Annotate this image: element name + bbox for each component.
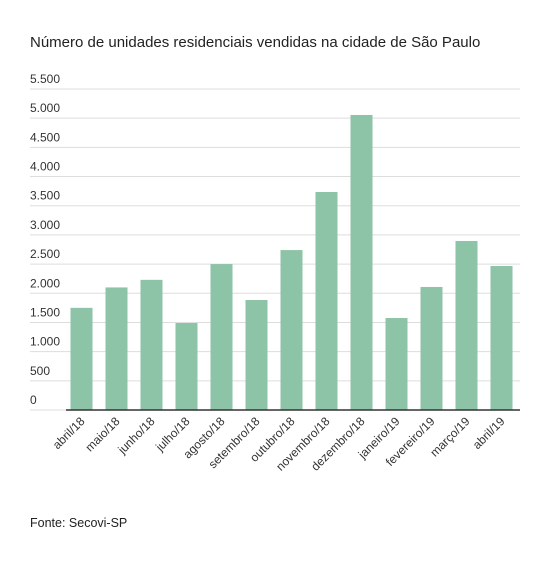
bar — [385, 318, 408, 410]
y-tick-label: 2.500 — [30, 247, 60, 261]
source: Fonte: Secovi-SP — [30, 516, 127, 530]
y-tick-label: 3.500 — [30, 189, 60, 203]
chart-title: Número de unidades residenciais vendidas… — [30, 34, 480, 51]
bar — [245, 299, 268, 410]
y-tick-label: 3.000 — [30, 218, 60, 232]
bar — [350, 114, 373, 411]
bar — [70, 307, 93, 410]
bar — [455, 240, 478, 410]
bar — [175, 323, 198, 410]
bar — [140, 279, 163, 410]
x-tick-label: abril/19 — [470, 414, 508, 452]
bar — [210, 264, 233, 410]
bar — [315, 192, 338, 410]
y-tick-label: 1.500 — [30, 305, 60, 319]
bar — [420, 286, 443, 410]
bar — [280, 250, 303, 410]
bar — [490, 266, 513, 410]
y-tick-label: 4.000 — [30, 160, 60, 174]
y-tick-label: 5.000 — [30, 101, 60, 115]
y-tick-label: 5.500 — [30, 72, 60, 86]
y-tick-label: 4.500 — [30, 130, 60, 144]
y-tick-label: 0 — [30, 393, 37, 407]
bar — [105, 287, 128, 410]
x-tick-label: junho/18 — [114, 414, 157, 457]
x-tick-label: abril/18 — [50, 414, 88, 452]
y-tick-label: 500 — [30, 364, 50, 378]
y-tick-label: 2.000 — [30, 276, 60, 290]
y-tick-label: 1.000 — [30, 335, 60, 349]
